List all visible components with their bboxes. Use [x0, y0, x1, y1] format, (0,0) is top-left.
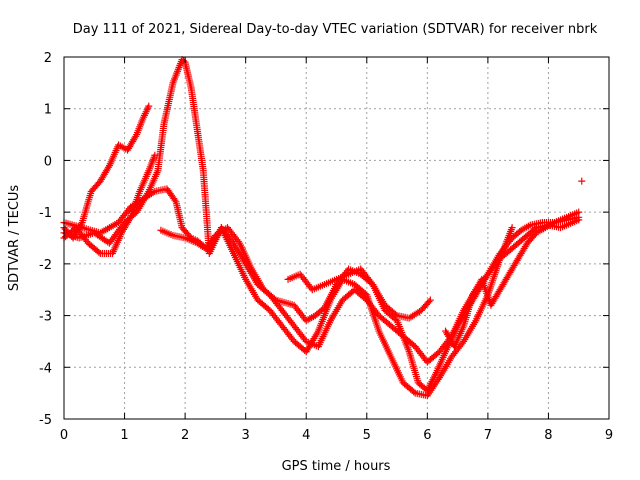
plot-frame	[63, 56, 610, 420]
data-point-marker	[234, 237, 242, 245]
x-tick-label: 1	[120, 428, 128, 443]
x-axis-ticks: 0 1 2 3 4 5 6 7 8 9	[60, 57, 613, 443]
x-tick-label: 7	[484, 428, 492, 443]
data-point-marker	[149, 189, 157, 197]
chart-title: Day 111 of 2021, Sidereal Day-to-day VTE…	[73, 22, 598, 37]
x-tick-label: 0	[60, 428, 68, 443]
data-point-marker	[95, 248, 103, 256]
y-tick-label: -1	[39, 206, 52, 221]
x-axis-label: GPS time / hours	[282, 459, 391, 474]
series-track-h	[578, 177, 586, 185]
x-tick-label: 5	[363, 428, 371, 443]
x-tick-label: 4	[302, 428, 310, 443]
series-track-a	[60, 102, 153, 242]
y-tick-label: 0	[44, 154, 52, 169]
y-axis-label: SDTVAR / TECUs	[7, 185, 22, 292]
y-tick-label: -5	[39, 413, 52, 428]
data-point-marker	[508, 224, 516, 232]
series-track-b	[60, 151, 159, 258]
x-tick-label: 6	[423, 428, 431, 443]
data-point-marker	[228, 237, 236, 245]
data-point-marker	[425, 298, 433, 306]
series-track-g	[442, 208, 583, 351]
data-point-marker	[575, 216, 583, 224]
data-point-marker	[171, 196, 179, 204]
data-point-marker	[151, 151, 159, 159]
data-point-marker	[410, 388, 418, 396]
series-track-e	[157, 216, 583, 366]
data-point-marker	[392, 310, 400, 318]
series-track-f	[284, 265, 434, 322]
y-tick-label: 1	[44, 103, 52, 118]
x-tick-label: 8	[544, 428, 552, 443]
series-track-c	[60, 185, 583, 395]
data-point-marker	[575, 208, 583, 216]
data-point-marker	[367, 279, 375, 287]
data-point-marker	[145, 102, 153, 110]
data-point-marker	[458, 339, 466, 347]
data-point-marker	[104, 163, 112, 171]
data-point-marker	[426, 296, 434, 304]
y-tick-label: -4	[39, 361, 52, 376]
y-tick-label: 2	[44, 51, 52, 66]
y-axis-ticks: -5 -4 -3 -2 -1 0 1 2	[39, 51, 609, 428]
data-point-marker	[132, 132, 140, 140]
y-tick-label: -2	[39, 258, 52, 273]
data-point-marker	[578, 177, 586, 185]
y-tick-label: -3	[39, 310, 52, 325]
grid	[64, 57, 609, 419]
data-points	[60, 56, 586, 400]
x-tick-label: 9	[605, 428, 613, 443]
x-tick-label: 2	[181, 428, 189, 443]
x-tick-label: 3	[242, 428, 250, 443]
